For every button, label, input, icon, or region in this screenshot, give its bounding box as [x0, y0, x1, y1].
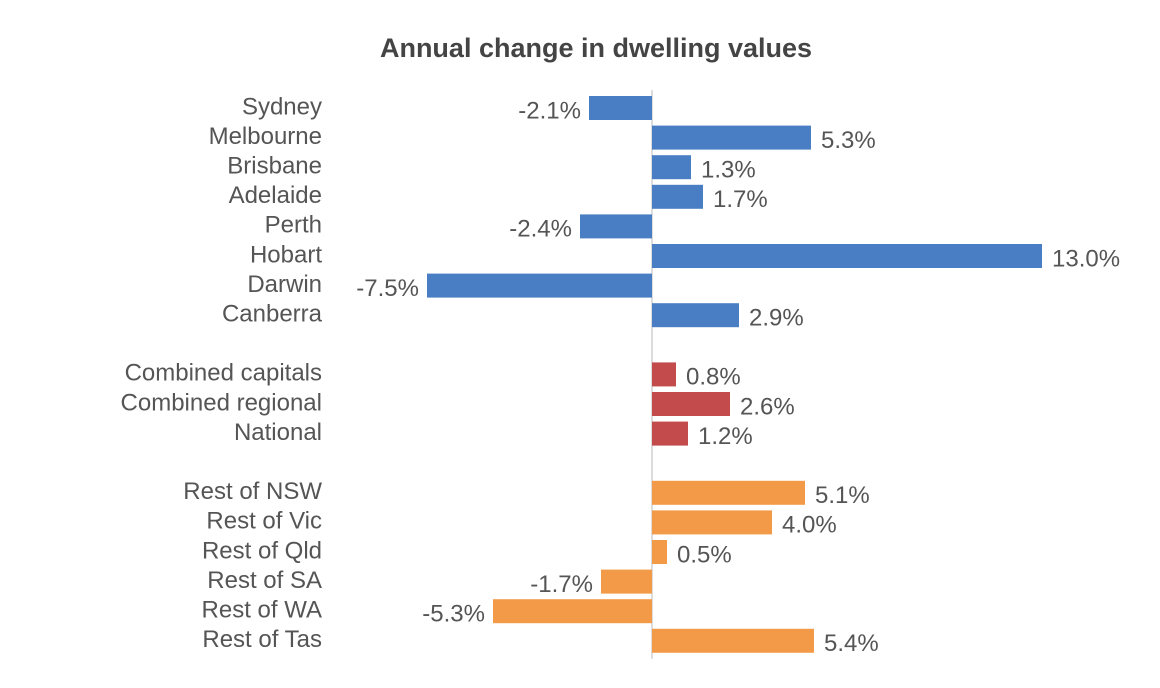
value-label: 5.4%	[824, 630, 879, 657]
bar	[652, 362, 676, 387]
value-label: 0.5%	[677, 541, 732, 568]
category-label: Combined capitals	[125, 360, 322, 387]
category-label: Perth	[265, 212, 322, 239]
value-label: 5.3%	[821, 127, 876, 154]
value-label: 1.7%	[713, 186, 768, 213]
value-label: -5.3%	[422, 601, 485, 628]
bar	[427, 273, 652, 298]
chart-title: Annual change in dwelling values	[380, 33, 812, 63]
value-label: -7.5%	[356, 275, 419, 302]
category-label: Combined regional	[121, 389, 322, 416]
bar	[652, 125, 811, 150]
category-label: Rest of SA	[207, 567, 322, 594]
category-label: National	[234, 419, 322, 446]
value-label: 0.8%	[686, 364, 741, 391]
bar	[652, 303, 739, 328]
bar	[652, 540, 667, 564]
bar	[652, 392, 730, 416]
bar	[652, 480, 805, 505]
category-label: Sydney	[242, 93, 322, 120]
bar	[652, 510, 772, 535]
bar	[652, 421, 688, 446]
category-label: Rest of WA	[202, 597, 322, 624]
category-label: Darwin	[247, 271, 322, 298]
value-label: 5.1%	[815, 482, 870, 509]
bar	[493, 599, 652, 624]
value-label: 2.6%	[740, 393, 795, 420]
value-label: 2.9%	[749, 305, 804, 332]
value-label: -2.4%	[509, 216, 572, 243]
value-label: -2.1%	[518, 97, 581, 124]
category-label: Rest of Qld	[202, 537, 322, 564]
value-label: -1.7%	[530, 571, 593, 598]
category-label: Hobart	[250, 241, 322, 268]
bar	[652, 628, 814, 653]
category-label: Rest of Vic	[206, 508, 322, 535]
value-label: 13.0%	[1052, 245, 1120, 272]
bar	[652, 155, 691, 180]
bar	[652, 244, 1042, 268]
category-label: Adelaide	[229, 182, 322, 209]
value-label: 1.3%	[701, 157, 756, 184]
category-label: Melbourne	[209, 123, 322, 150]
category-label: Rest of Tas	[202, 626, 322, 653]
value-label: 4.0%	[782, 512, 837, 539]
bar	[589, 96, 652, 120]
category-label: Canberra	[222, 301, 323, 328]
category-label: Rest of NSW	[183, 478, 322, 505]
bar	[652, 184, 703, 209]
category-label: Brisbane	[227, 153, 322, 180]
bar	[601, 569, 652, 594]
value-label: 1.2%	[698, 423, 753, 450]
bar	[580, 214, 652, 239]
